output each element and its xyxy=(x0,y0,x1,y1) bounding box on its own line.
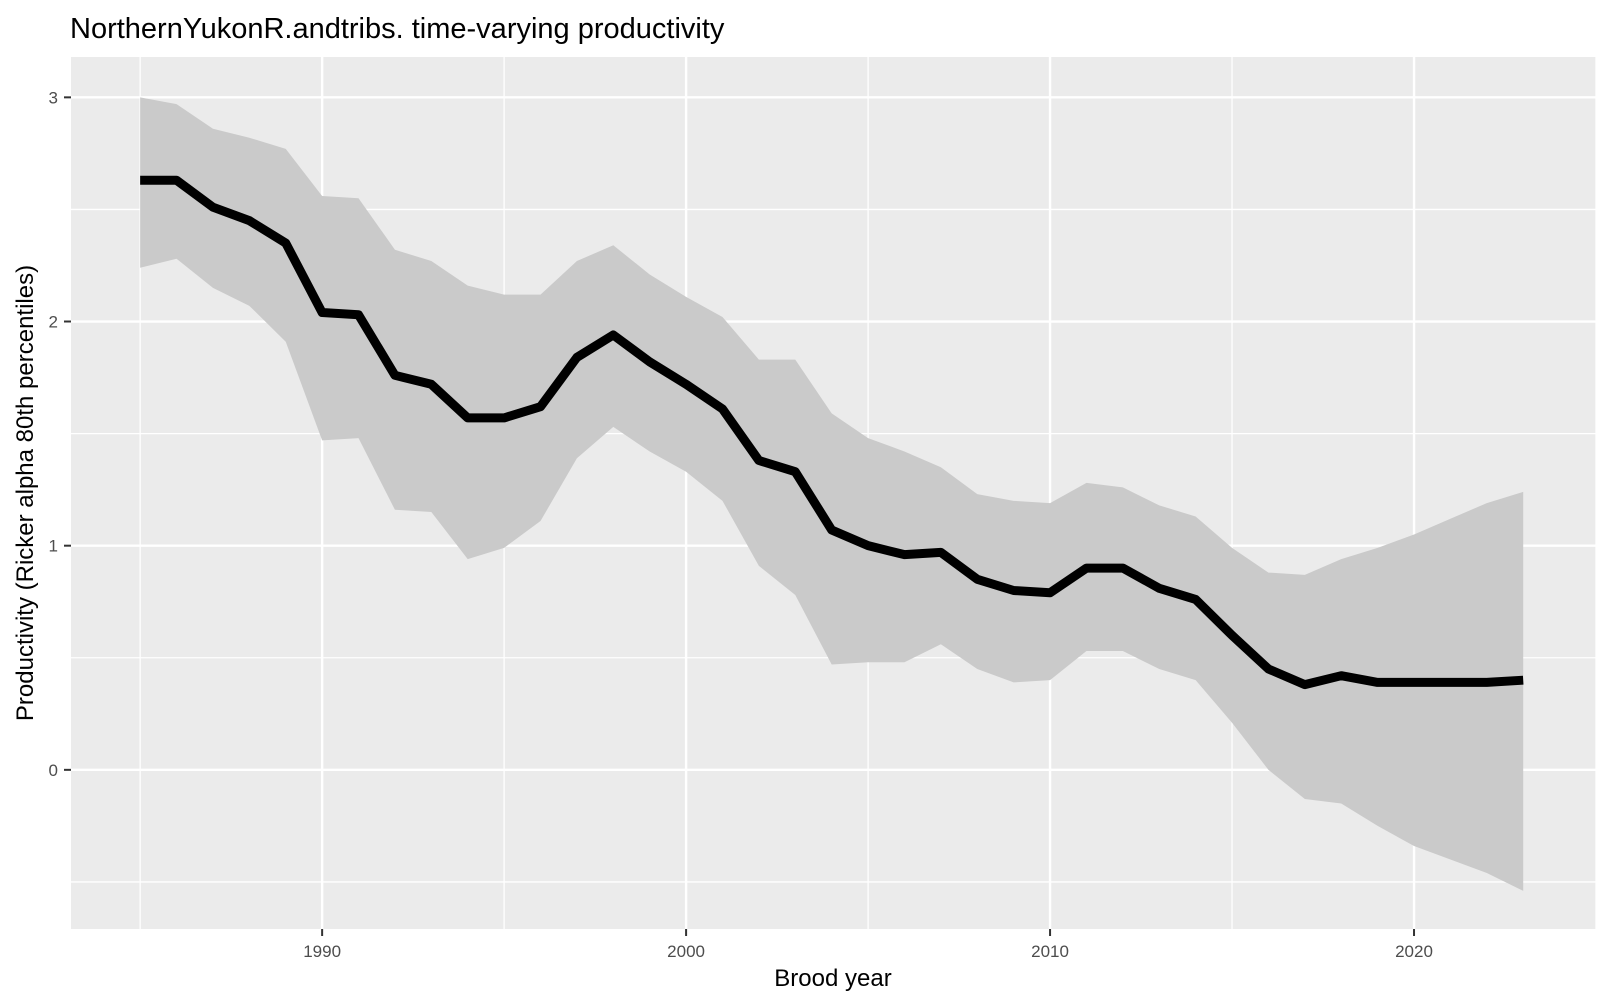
x-tick-label: 1990 xyxy=(303,942,341,961)
median-line xyxy=(140,175,1524,690)
y-tick-label: 0 xyxy=(49,761,58,780)
x-tick-label: 2000 xyxy=(667,942,705,961)
y-axis: 0 1 2 3 xyxy=(49,88,71,780)
confidence-ribbon xyxy=(140,97,1524,891)
x-axis: 1990 2000 2010 2020 xyxy=(303,929,1433,961)
y-tick-label: 3 xyxy=(49,88,58,107)
y-tick-label: 2 xyxy=(49,313,58,332)
x-tick-label: 2020 xyxy=(1395,942,1433,961)
y-tick-label: 1 xyxy=(49,537,58,556)
chart-title: NorthernYukonR.andtribs. time-varying pr… xyxy=(70,13,725,45)
y-axis-title: Productivity (Ricker alpha 80th percenti… xyxy=(12,265,39,721)
x-tick-label: 2010 xyxy=(1031,942,1069,961)
x-axis-title: Brood year xyxy=(774,965,891,992)
